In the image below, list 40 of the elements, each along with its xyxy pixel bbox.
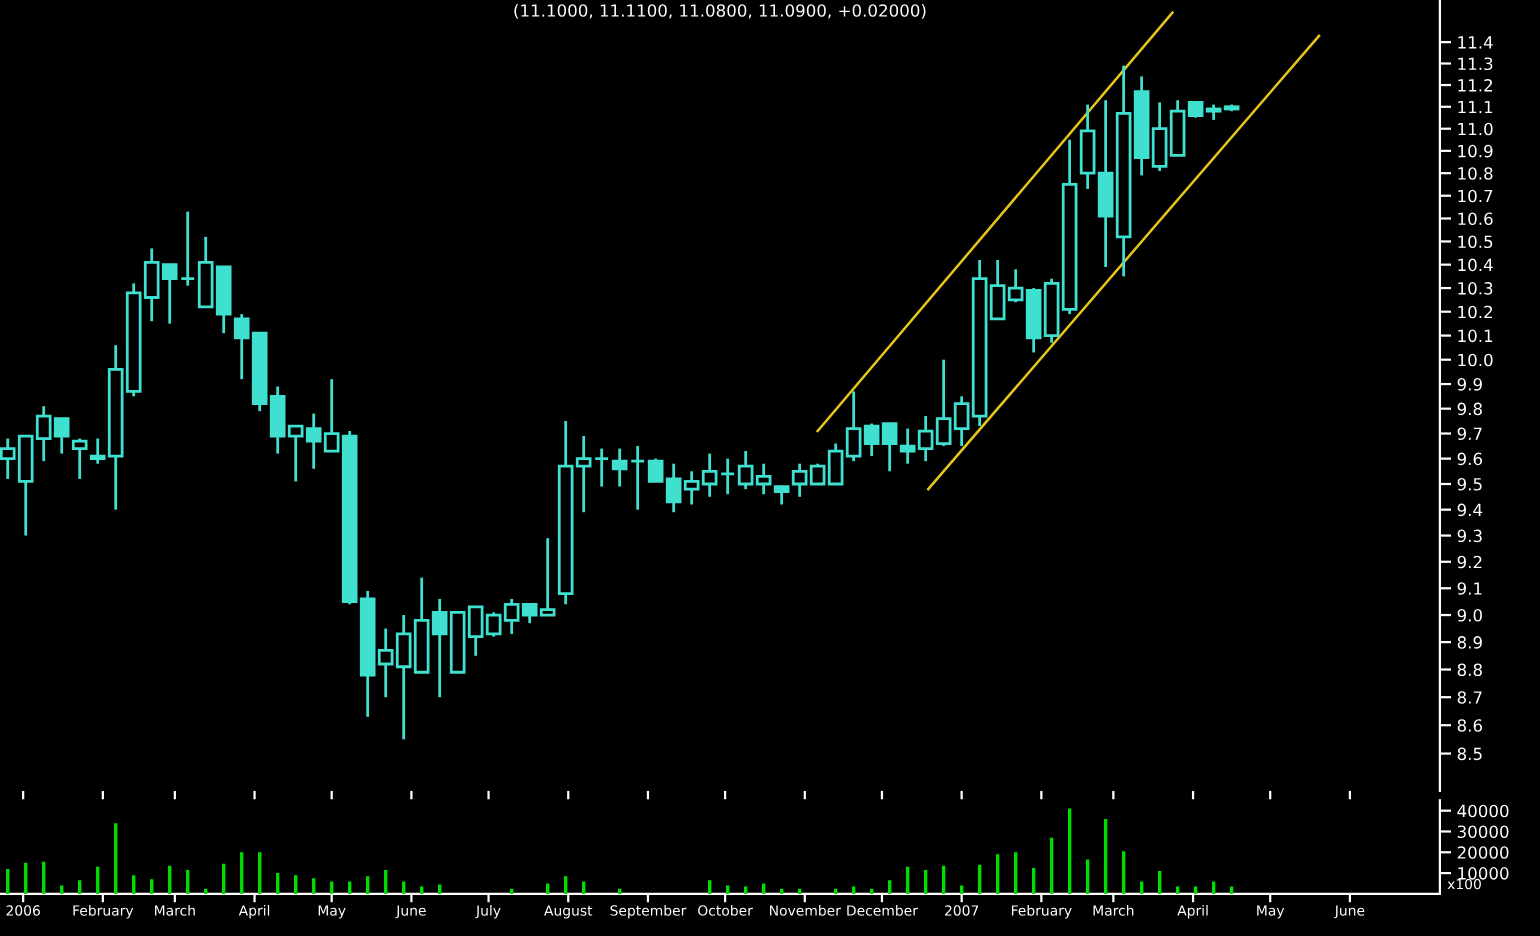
y-tick-label: 20000 [1457,846,1509,859]
y-tick-label: 10.2 [1458,305,1493,319]
y-tick-label: 10.0 [1458,353,1493,367]
y-tick-label: 10.3 [1458,282,1493,295]
candlestick [611,447,628,488]
candlestick [593,447,610,488]
y-tick-label: 11.3 [1458,57,1493,71]
chart-title: (11.1000, 11.1100, 11.0800, 11.0900, +0.02000) [514,3,926,19]
y-tick-label: 9.9 [1457,378,1482,391]
y-tick-label: 8.9 [1457,636,1482,649]
y-tick-label: 9.6 [1457,452,1483,466]
y-tick-label: 9.5 [1457,477,1482,491]
y-tick-label: 10.5 [1458,235,1493,249]
y-tick-label: 9.7 [1457,427,1482,441]
y-tick-label: 11.2 [1458,79,1493,92]
candlestick [71,437,88,481]
y-tick-label: 10.1 [1458,329,1493,343]
y-tick-label: 11.1 [1458,100,1493,114]
y-tick-label: 10.9 [1458,144,1493,158]
y-tick-label: 9.4 [1457,503,1483,517]
y-tick-label: 10000 [1458,867,1509,880]
candlestick [719,457,736,496]
y-tick-label: 9.3 [1457,529,1482,543]
y-tick-label: 11.0 [1458,122,1493,136]
y-tick-label: 8.5 [1457,747,1482,761]
y-tick-label: 10.8 [1458,167,1493,180]
y-tick-label: 11.4 [1458,36,1493,49]
y-tick-label: 10.7 [1458,189,1493,203]
y-tick-label: 9.8 [1457,402,1482,416]
y-tick-label: 30000 [1457,825,1509,839]
y-tick-label: 8.8 [1457,663,1482,677]
y-tick-label: 9.2 [1457,555,1482,569]
y-tick-label: 10.4 [1458,258,1493,272]
candlestick [629,444,646,512]
y-tick-label: 9.0 [1457,609,1482,622]
y-tick-label: 10.6 [1458,212,1493,226]
y-tick-label: 40000 [1457,804,1509,818]
y-tick-label: 8.7 [1457,691,1482,704]
y-tick-label: 8.6 [1457,719,1483,732]
y-tick-label: 9.1 [1457,582,1482,595]
